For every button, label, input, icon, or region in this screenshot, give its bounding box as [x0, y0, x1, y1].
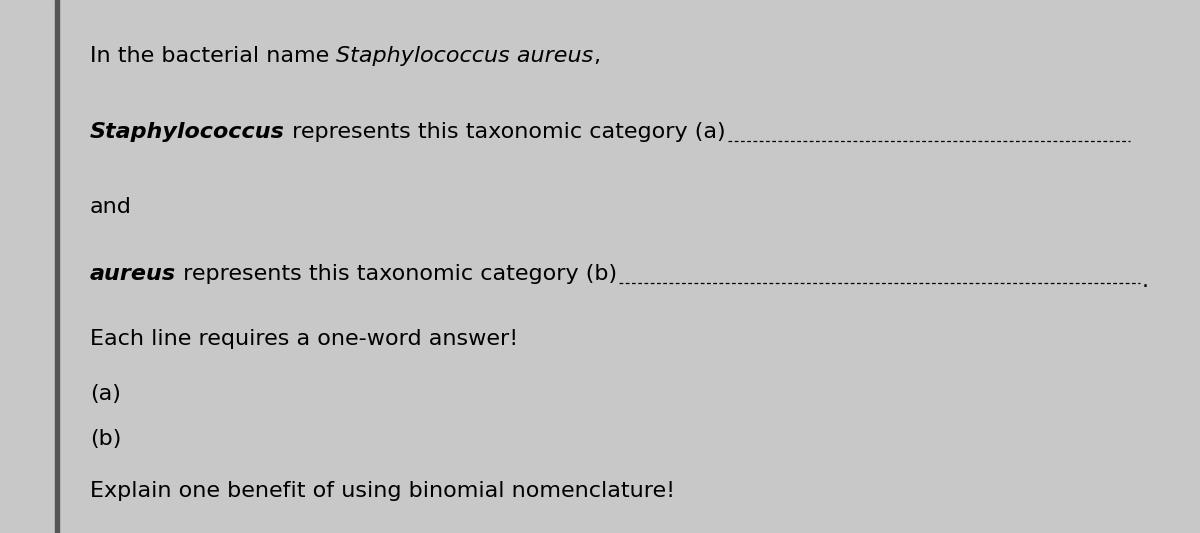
Text: (a): (a): [90, 384, 121, 404]
Text: and: and: [90, 197, 132, 217]
Text: Explain one benefit of using binomial nomenclature!: Explain one benefit of using binomial no…: [90, 481, 676, 501]
Text: ,: ,: [594, 46, 601, 66]
Bar: [55, 0, 59, 533]
Text: Staphylococcus aureus: Staphylococcus aureus: [336, 46, 594, 66]
Text: .: .: [1142, 271, 1150, 291]
Text: represents this taxonomic category (a): represents this taxonomic category (a): [284, 122, 726, 142]
Text: (b): (b): [90, 429, 121, 449]
Text: Staphylococcus: Staphylococcus: [90, 122, 284, 142]
Text: represents this taxonomic category (b): represents this taxonomic category (b): [176, 264, 617, 284]
Text: In the bacterial name: In the bacterial name: [90, 46, 336, 66]
Text: Each line requires a one-word answer!: Each line requires a one-word answer!: [90, 329, 518, 349]
Text: aureus: aureus: [90, 264, 176, 284]
